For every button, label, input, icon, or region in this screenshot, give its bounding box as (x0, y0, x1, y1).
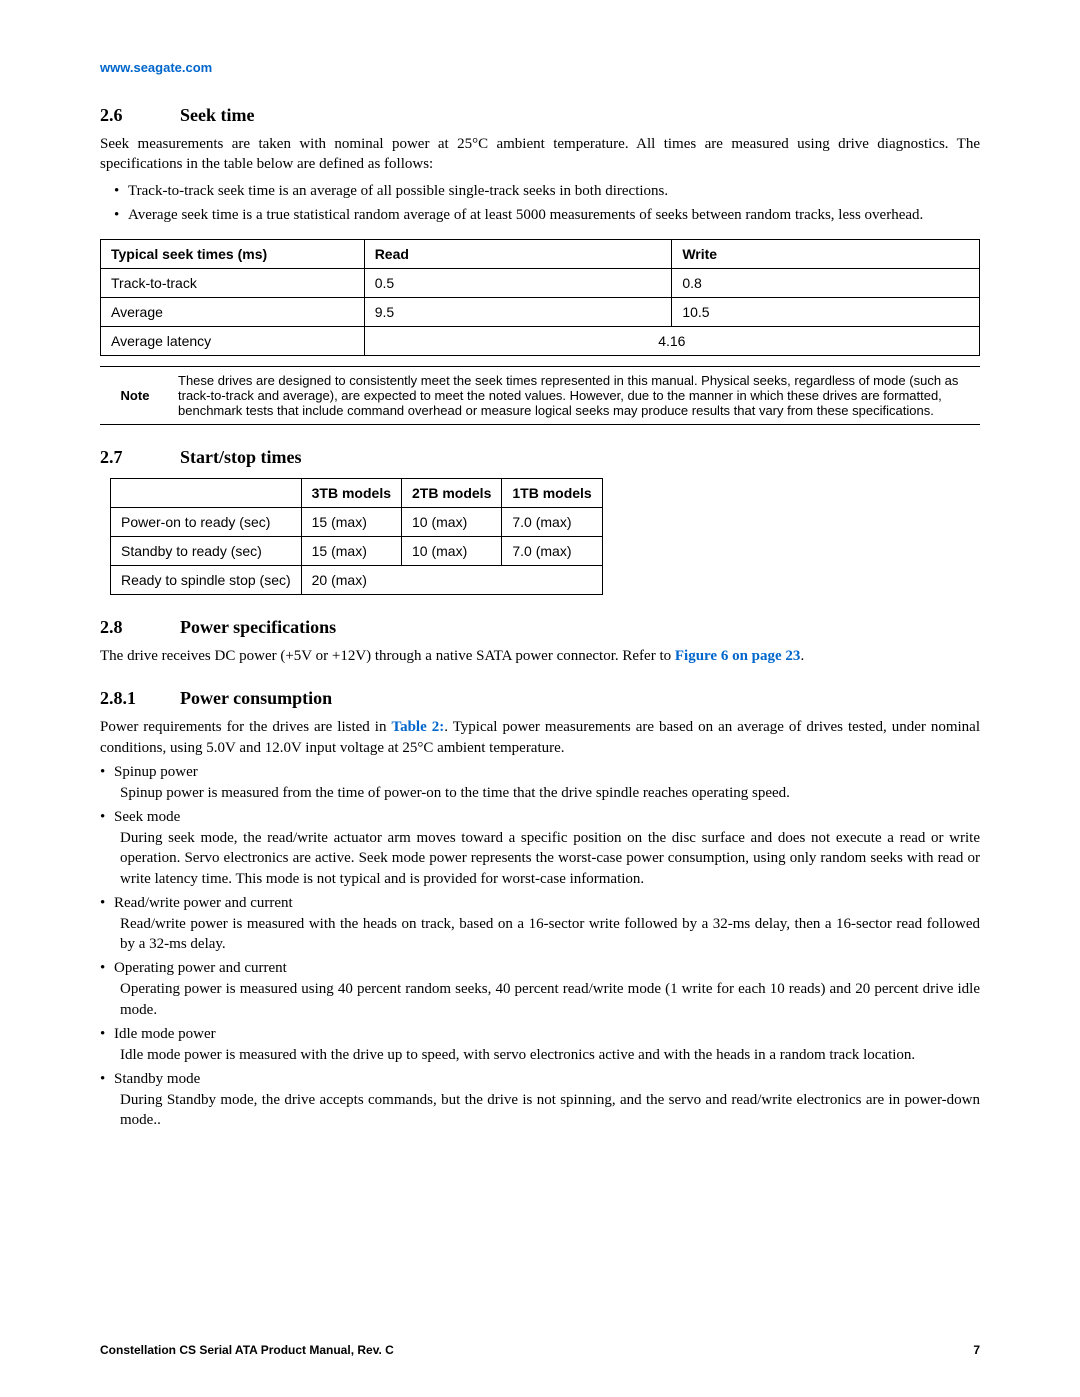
note-label: Note (100, 367, 170, 425)
def-term: Idle mode power (100, 1026, 980, 1043)
cell: Average latency (101, 327, 365, 356)
footer-page-number: 7 (973, 1343, 980, 1357)
section-number: 2.7 (100, 447, 180, 468)
s26-bullet-0: Track-to-track seek time is an average o… (114, 181, 980, 201)
s28-before: The drive receives DC power (+5V or +12V… (100, 648, 675, 664)
col-header: 2TB models (402, 479, 502, 508)
heading-2-7: 2.7Start/stop times (100, 447, 980, 468)
table-link[interactable]: Table 2: (391, 719, 444, 735)
def-term: Spinup power (100, 764, 980, 781)
heading-2-8: 2.8Power specifications (100, 617, 980, 638)
cell: 0.5 (364, 269, 672, 298)
table-row: Standby to ready (sec) 15 (max) 10 (max)… (111, 537, 603, 566)
footer-left: Constellation CS Serial ATA Product Manu… (100, 1343, 394, 1357)
note-text: These drives are designed to consistentl… (170, 367, 980, 425)
s26-bullets: Track-to-track seek time is an average o… (100, 181, 980, 226)
section-title: Power consumption (180, 688, 332, 708)
cell: 0.8 (672, 269, 980, 298)
col-header (111, 479, 302, 508)
cell: 7.0 (max) (502, 508, 602, 537)
power-def-list: Spinup power Spinup power is measured fr… (100, 764, 980, 1131)
cell: Power-on to ready (sec) (111, 508, 302, 537)
cell: 7.0 (max) (502, 537, 602, 566)
s26-intro: Seek measurements are taken with nominal… (100, 134, 980, 175)
cell: 15 (max) (301, 508, 401, 537)
cell: 15 (max) (301, 537, 401, 566)
seek-note: Note These drives are designed to consis… (100, 366, 980, 425)
startstop-table: 3TB models 2TB models 1TB models Power-o… (110, 478, 603, 595)
def-desc: Idle mode power is measured with the dri… (100, 1045, 980, 1065)
col-header: Write (672, 240, 980, 269)
section-number: 2.8.1 (100, 688, 180, 709)
cell: Ready to spindle stop (sec) (111, 566, 302, 595)
cell: Standby to ready (sec) (111, 537, 302, 566)
section-number: 2.6 (100, 105, 180, 126)
col-header: 3TB models (301, 479, 401, 508)
section-title: Start/stop times (180, 447, 301, 467)
cell: 9.5 (364, 298, 672, 327)
header-link[interactable]: www.seagate.com (100, 60, 980, 75)
def-term: Read/write power and current (100, 895, 980, 912)
def-term: Operating power and current (100, 960, 980, 977)
s26-bullet-1: Average seek time is a true statistical … (114, 205, 980, 225)
s281-intro: Power requirements for the drives are li… (100, 717, 980, 758)
heading-2-6: 2.6Seek time (100, 105, 980, 126)
table-row: Average latency 4.16 (101, 327, 980, 356)
table-row: Power-on to ready (sec) 15 (max) 10 (max… (111, 508, 603, 537)
cell: 10 (max) (402, 508, 502, 537)
def-desc: Read/write power is measured with the he… (100, 914, 980, 955)
table-header-row: Typical seek times (ms) Read Write (101, 240, 980, 269)
cell: 10.5 (672, 298, 980, 327)
table-row: Average 9.5 10.5 (101, 298, 980, 327)
s28-text: The drive receives DC power (+5V or +12V… (100, 646, 980, 666)
s281-intro-before: Power requirements for the drives are li… (100, 719, 391, 735)
s28-after: . (800, 648, 804, 664)
table-row: Ready to spindle stop (sec) 20 (max) (111, 566, 603, 595)
def-term: Standby mode (100, 1071, 980, 1088)
table-header-row: 3TB models 2TB models 1TB models (111, 479, 603, 508)
table-row: Track-to-track 0.5 0.8 (101, 269, 980, 298)
def-desc: Operating power is measured using 40 per… (100, 979, 980, 1020)
cell: 10 (max) (402, 537, 502, 566)
def-desc: During Standby mode, the drive accepts c… (100, 1090, 980, 1131)
heading-2-8-1: 2.8.1Power consumption (100, 688, 980, 709)
def-desc: During seek mode, the read/write actuato… (100, 828, 980, 889)
figure-link[interactable]: Figure 6 on page 23 (675, 648, 801, 664)
def-term: Seek mode (100, 809, 980, 826)
def-desc: Spinup power is measured from the time o… (100, 783, 980, 803)
cell: Track-to-track (101, 269, 365, 298)
seek-times-table: Typical seek times (ms) Read Write Track… (100, 239, 980, 356)
col-header: 1TB models (502, 479, 602, 508)
col-header: Read (364, 240, 672, 269)
cell: 4.16 (364, 327, 979, 356)
page-footer: Constellation CS Serial ATA Product Manu… (100, 1343, 980, 1357)
col-header: Typical seek times (ms) (101, 240, 365, 269)
section-title: Power specifications (180, 617, 336, 637)
section-number: 2.8 (100, 617, 180, 638)
section-title: Seek time (180, 105, 254, 125)
cell: Average (101, 298, 365, 327)
cell: 20 (max) (301, 566, 602, 595)
